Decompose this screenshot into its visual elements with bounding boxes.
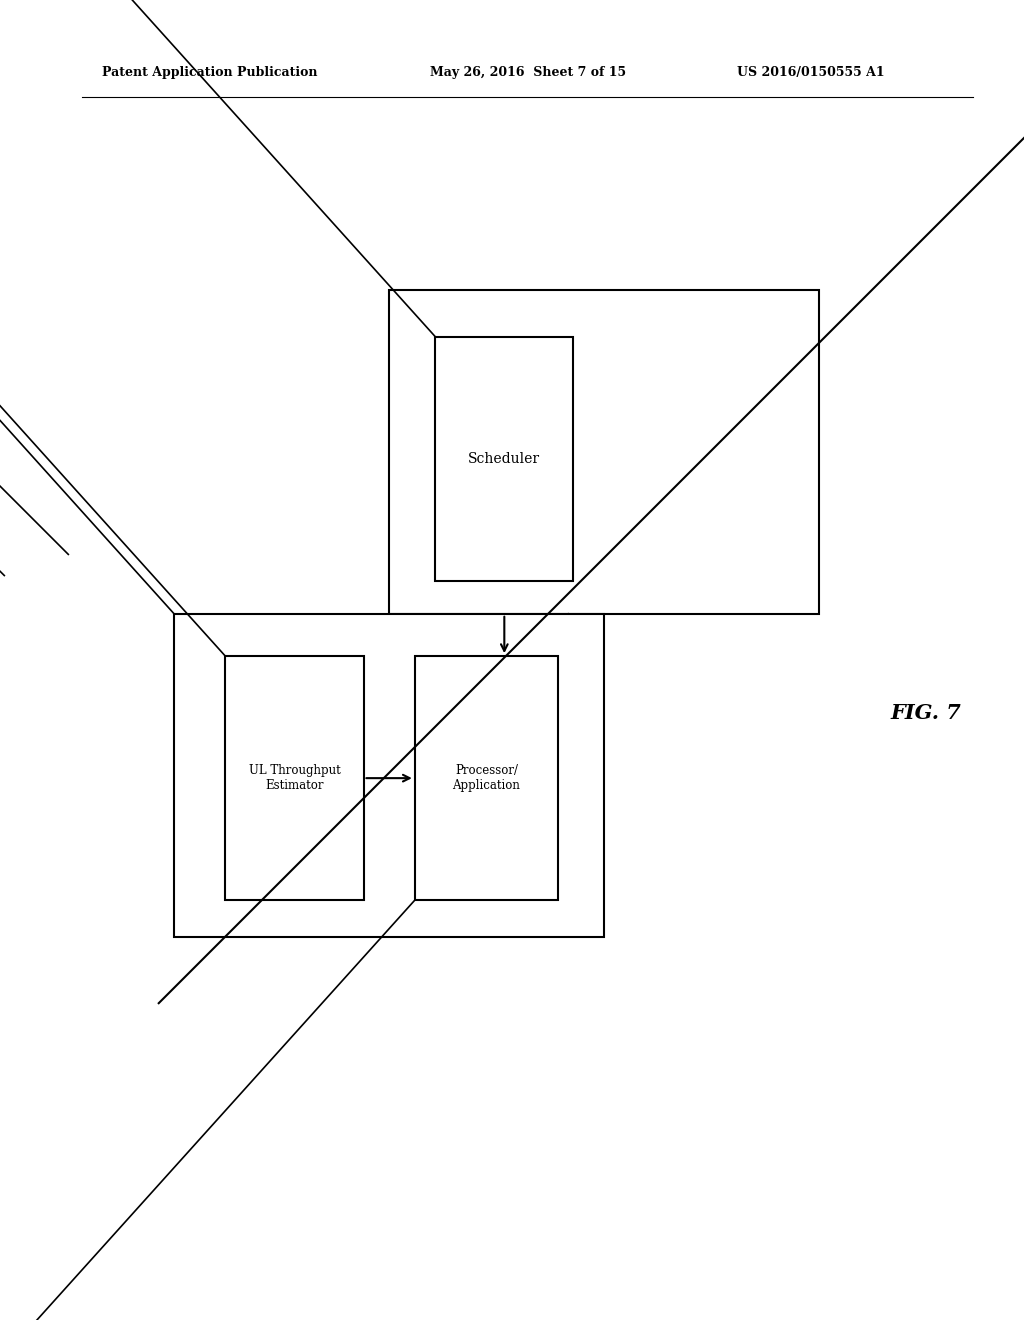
Bar xyxy=(225,656,364,900)
Text: UL Throughput
Estimator: UL Throughput Estimator xyxy=(249,764,340,792)
Text: US 2016/0150555 A1: US 2016/0150555 A1 xyxy=(737,66,885,78)
Text: Processor/
Application: Processor/ Application xyxy=(453,764,520,792)
Text: Scheduler: Scheduler xyxy=(468,451,541,466)
Bar xyxy=(415,656,558,900)
Text: FIG. 7: FIG. 7 xyxy=(891,702,962,723)
Text: May 26, 2016  Sheet 7 of 15: May 26, 2016 Sheet 7 of 15 xyxy=(430,66,627,78)
Text: Patent Application Publication: Patent Application Publication xyxy=(102,66,317,78)
Bar xyxy=(389,290,819,614)
Bar xyxy=(435,337,573,581)
Bar xyxy=(174,614,604,937)
